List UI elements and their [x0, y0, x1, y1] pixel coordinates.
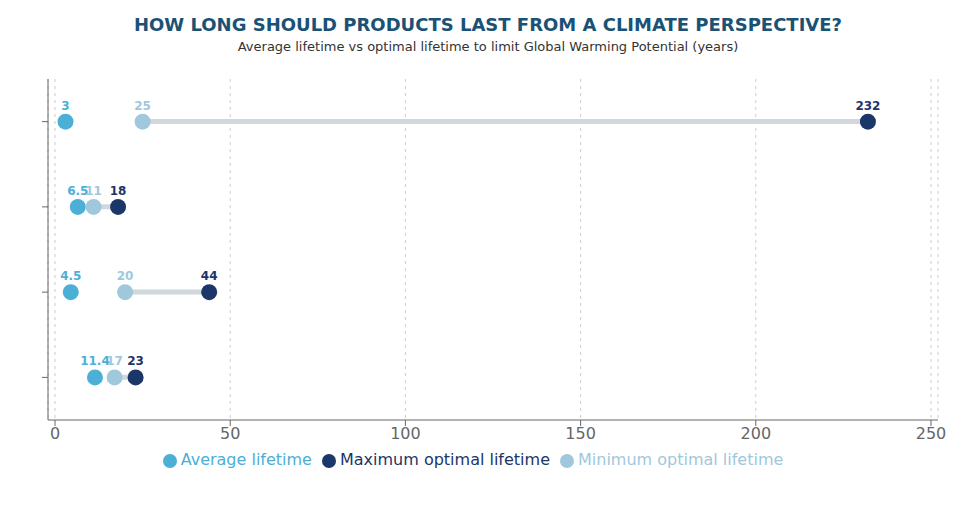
svg-text:200: 200 [741, 424, 772, 443]
svg-text:23: 23 [127, 354, 144, 368]
svg-text:150: 150 [565, 424, 596, 443]
svg-text:3: 3 [61, 99, 69, 113]
svg-text:18: 18 [110, 184, 127, 198]
svg-text:232: 232 [855, 99, 880, 113]
html-text:HOW LONG SHOULD PRODUCTS LAST: HOW LONG SHOULD PRODUCTS LAST FROM A CLI… [134, 14, 842, 35]
svg-text:17: 17 [106, 354, 123, 368]
svg-text:250: 250 [916, 424, 947, 443]
svg-text:100: 100 [390, 424, 421, 443]
html-text:Average lifetime: Average lifetime [180, 450, 312, 469]
html-text:Maximum optimal lifetime: Maximum optimal lifetime [340, 450, 550, 469]
svg-text:25: 25 [134, 99, 151, 113]
html-text:Minimum optimal lifetime: Minimum optimal lifetime [578, 450, 784, 469]
svg-text:11.4: 11.4 [80, 354, 110, 369]
svg-text:0: 0 [50, 424, 60, 443]
svg-text:44: 44 [201, 269, 218, 283]
svg-text:20: 20 [117, 269, 134, 283]
html-text:Average lifetime vs optimal li: Average lifetime vs optimal lifetime to … [237, 39, 739, 54]
svg-text:11: 11 [85, 184, 102, 198]
svg-text:50: 50 [220, 424, 240, 443]
svg-text:6.5: 6.5 [67, 183, 89, 198]
svg-text:4.5: 4.5 [60, 269, 81, 283]
